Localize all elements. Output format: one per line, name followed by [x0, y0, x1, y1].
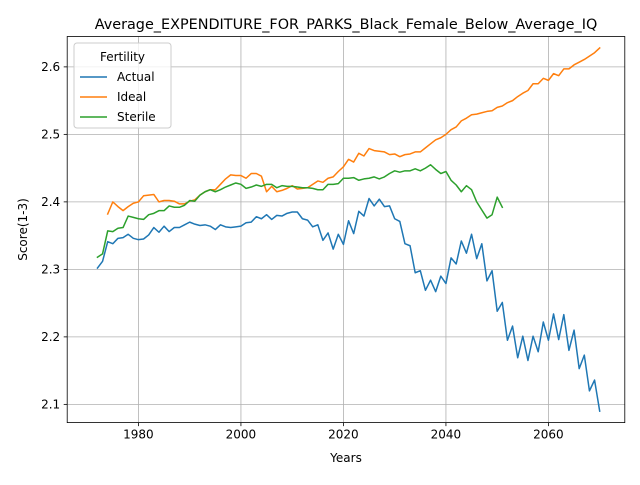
- legend-box: [73, 42, 172, 129]
- x-tick-label: 2040: [431, 428, 462, 442]
- y-axis-label: Score(1-3): [16, 198, 30, 261]
- y-tick-label: 2.6: [41, 60, 60, 74]
- y-tick-label: 2.2: [41, 330, 60, 344]
- series-line-sterile: [96, 164, 504, 259]
- x-tick-label: 2000: [226, 428, 257, 442]
- y-tick-label: 2.4: [41, 195, 60, 209]
- x-tick-label: 2020: [328, 428, 359, 442]
- legend-label-actual: Actual: [117, 70, 155, 84]
- legend-label-sterile: Sterile: [117, 110, 156, 124]
- x-tick-label: 2060: [533, 428, 564, 442]
- legend-title: Fertility: [100, 50, 145, 64]
- gridlines: [67, 36, 625, 423]
- legend: Fertility Actual Ideal Sterile: [73, 42, 172, 129]
- x-axis-label: Years: [329, 451, 362, 465]
- legend-label-ideal: Ideal: [117, 90, 146, 104]
- plot-frame: [66, 36, 626, 424]
- axis-ticks: 1980 2000 2020 2040 2060 2.1 2.2 2.3 2.4 2.5 2.6: [41, 60, 564, 441]
- y-tick-label: 2.5: [41, 128, 60, 142]
- x-tick-label: 1980: [123, 428, 154, 442]
- series-line-actual: [96, 197, 601, 412]
- y-tick-label: 2.1: [41, 398, 60, 412]
- series-lines: [96, 46, 601, 412]
- chart-title: Average_EXPENDITURE_FOR_PARKS_Black_Fema…: [95, 17, 598, 33]
- y-tick-label: 2.3: [41, 263, 60, 277]
